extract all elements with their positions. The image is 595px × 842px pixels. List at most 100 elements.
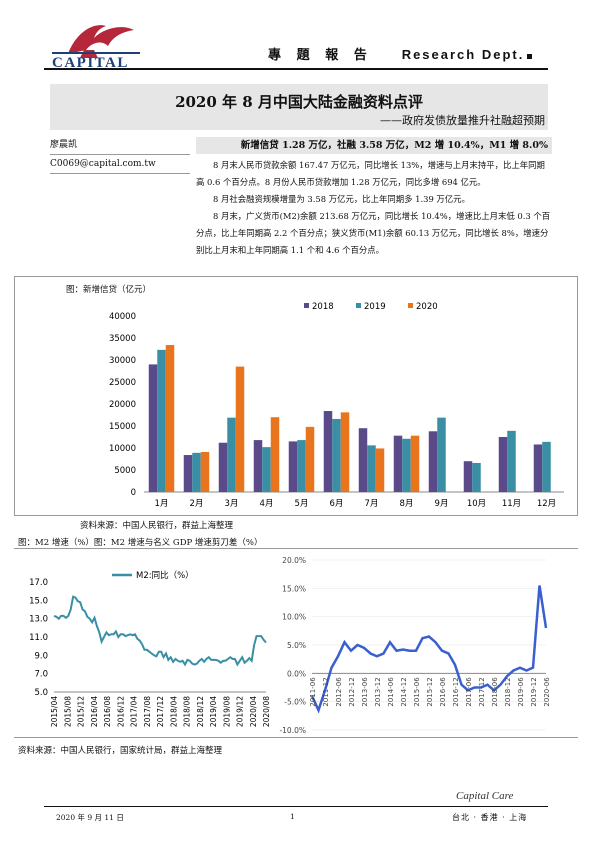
bar-2018: [393, 435, 403, 492]
author-email[interactable]: C0069@capital.com.tw: [50, 155, 190, 174]
y-tick-label: 17.0: [29, 578, 48, 588]
x-tick-label: 2012-12: [348, 677, 356, 706]
x-tick-label: 2019-12: [530, 677, 538, 706]
x-tick-label: 10月: [467, 499, 486, 509]
summary-paragraph: 8 月社会融资规模增量为 3.58 万亿元，比上年同期多 1.39 万亿元。: [213, 194, 470, 204]
y-tick-label: 15.0: [29, 596, 48, 606]
y-tick-label: 5.0: [34, 688, 48, 698]
y-tick-label: -5.0%: [284, 698, 306, 707]
bar-2019: [472, 462, 481, 492]
x-tick-label: 2011-12: [322, 677, 330, 706]
brand-wordmark: CAPITAL: [52, 55, 129, 71]
bar-2018: [428, 431, 438, 492]
x-tick-label: 4月: [260, 499, 274, 509]
y-tick-label: 15000: [109, 422, 136, 432]
x-tick-label: 11月: [502, 499, 521, 509]
x-tick-label: 2月: [190, 499, 204, 509]
x-tick-label: 2020/04: [249, 696, 258, 727]
bar-2019: [157, 349, 166, 492]
author-panel: 廖晨凯 C0069@capital.com.tw: [50, 136, 190, 174]
x-tick-label: 2014-06: [387, 677, 395, 707]
y-tick-label: 15.0%: [282, 584, 306, 593]
x-tick-label: 2018/04: [169, 696, 178, 727]
bar-2020: [235, 366, 245, 492]
y-tick-label: -10.0%: [279, 726, 306, 735]
bar-2020: [200, 451, 210, 492]
bar-2019: [507, 430, 516, 492]
x-tick-label: 2013-06: [361, 677, 369, 707]
bar-2019: [192, 452, 201, 492]
x-tick-label: 2016-12: [452, 677, 460, 706]
capital-logo-icon: [52, 25, 140, 58]
chart1-caption: 图：新增信贷（亿元）: [66, 285, 152, 295]
summary-paragraph: 8 月末，广义货币(M2)余额 213.68 万亿元，同比增长 10.4%，增速…: [196, 211, 551, 255]
bar-2018: [148, 364, 158, 492]
x-tick-label: 2018/08: [183, 696, 192, 727]
bar-2018: [498, 437, 508, 492]
x-tick-label: 2016/04: [90, 696, 99, 727]
m2-growth-line-chart: 5.0 7.0 9.0 11.0 13.0 15.0 17.0 2015/04 2015/08 2…: [29, 570, 271, 727]
y-tick-label: 5.0%: [287, 641, 306, 650]
x-tick-label: 9月: [435, 499, 449, 509]
x-tick-label: 2016/08: [103, 696, 112, 727]
x-tick-label: 2019/12: [236, 696, 245, 727]
dept-cn: 專 題 報 告: [268, 47, 373, 62]
x-tick-label: 8月: [400, 499, 414, 509]
y-tick-label: 20.0%: [282, 556, 306, 565]
x-tick-label: 2020-06: [543, 677, 551, 707]
y-tick-label: 9.0: [34, 651, 48, 661]
x-tick-label: 2017-06: [465, 677, 473, 707]
bar-2019: [402, 438, 411, 492]
chart2-caption: 图：M2 增速（%）图：M2 增速与名义 GDP 增速剪刀差（%）: [18, 538, 263, 548]
x-tick-label: 2015-12: [426, 677, 434, 706]
header-rule: [44, 68, 548, 70]
bar-2020: [375, 448, 385, 492]
chart1-source: 资料来源：中国人民银行，群益上海整理: [80, 521, 234, 531]
x-tick-label: 1月: [155, 499, 169, 509]
y-tick-label: 10.0%: [282, 613, 306, 622]
bar-2018: [533, 444, 543, 492]
report-title: 2020 年 8 月中国大陆金融资料点评: [175, 93, 423, 111]
x-tick-label: 2016-06: [439, 677, 447, 707]
x-tick-label: 2019/04: [209, 696, 218, 727]
y-tick-label: 30000: [109, 356, 136, 366]
bar-2018: [358, 428, 368, 492]
legend-swatch: [408, 303, 413, 308]
bar-2019: [437, 417, 446, 492]
x-tick-label: 2019/08: [222, 696, 231, 727]
x-tick-label: 2018/12: [196, 696, 205, 727]
legend-swatch: [304, 303, 309, 308]
dept-en: Research Dept.: [401, 47, 525, 62]
y-tick-label: 20000: [109, 400, 136, 410]
x-tick-label: 2012-06: [335, 677, 343, 707]
bar-2018: [463, 461, 473, 492]
bar-2019: [262, 447, 271, 492]
bar-2020: [410, 435, 420, 492]
x-tick-label: 2015-06: [413, 677, 421, 707]
report-subtitle: ——政府发债放量推升社融超预期: [380, 114, 545, 127]
x-tick-label: 2018-06: [491, 677, 499, 707]
bar-2019: [367, 445, 376, 492]
page-number: 1: [290, 812, 295, 821]
legend-label: 2020: [416, 302, 438, 312]
summary-headline: 新增信贷 1.28 万亿，社融 3.58 万亿，M2 增 10.4%，M1 增 …: [196, 137, 552, 154]
bar-2020: [270, 417, 280, 492]
author-name: 廖晨凯: [50, 136, 190, 155]
chart2-source: 资料来源：中国人民银行，国家统计局，群益上海整理: [18, 746, 223, 756]
y-tick-label: 0: [131, 488, 136, 498]
x-tick-label: 2017/12: [156, 696, 165, 727]
x-tick-label: 2011-06: [309, 677, 317, 707]
x-tick-label: 2015/12: [77, 696, 86, 727]
department-heading: 專 題 報 告 Research Dept.: [268, 44, 533, 63]
m2-gdp-gap-line-chart: -10.0% -5.0% 0.0% 5.0% 10.0% 15.0% 20.0% 2011-0…: [279, 556, 551, 735]
x-tick-label: 5月: [295, 499, 309, 509]
bar-2018: [288, 441, 298, 492]
footer-rule: [44, 806, 548, 807]
x-tick-label: 2019-06: [517, 677, 525, 707]
x-tick-label: 2015/08: [63, 696, 72, 727]
y-tick-label: 25000: [109, 378, 136, 388]
title-box: [50, 84, 548, 130]
footer-brand: Capital Care: [456, 790, 514, 802]
x-tick-label: 2013-12: [374, 677, 382, 706]
x-tick-label: 7月: [365, 499, 379, 509]
